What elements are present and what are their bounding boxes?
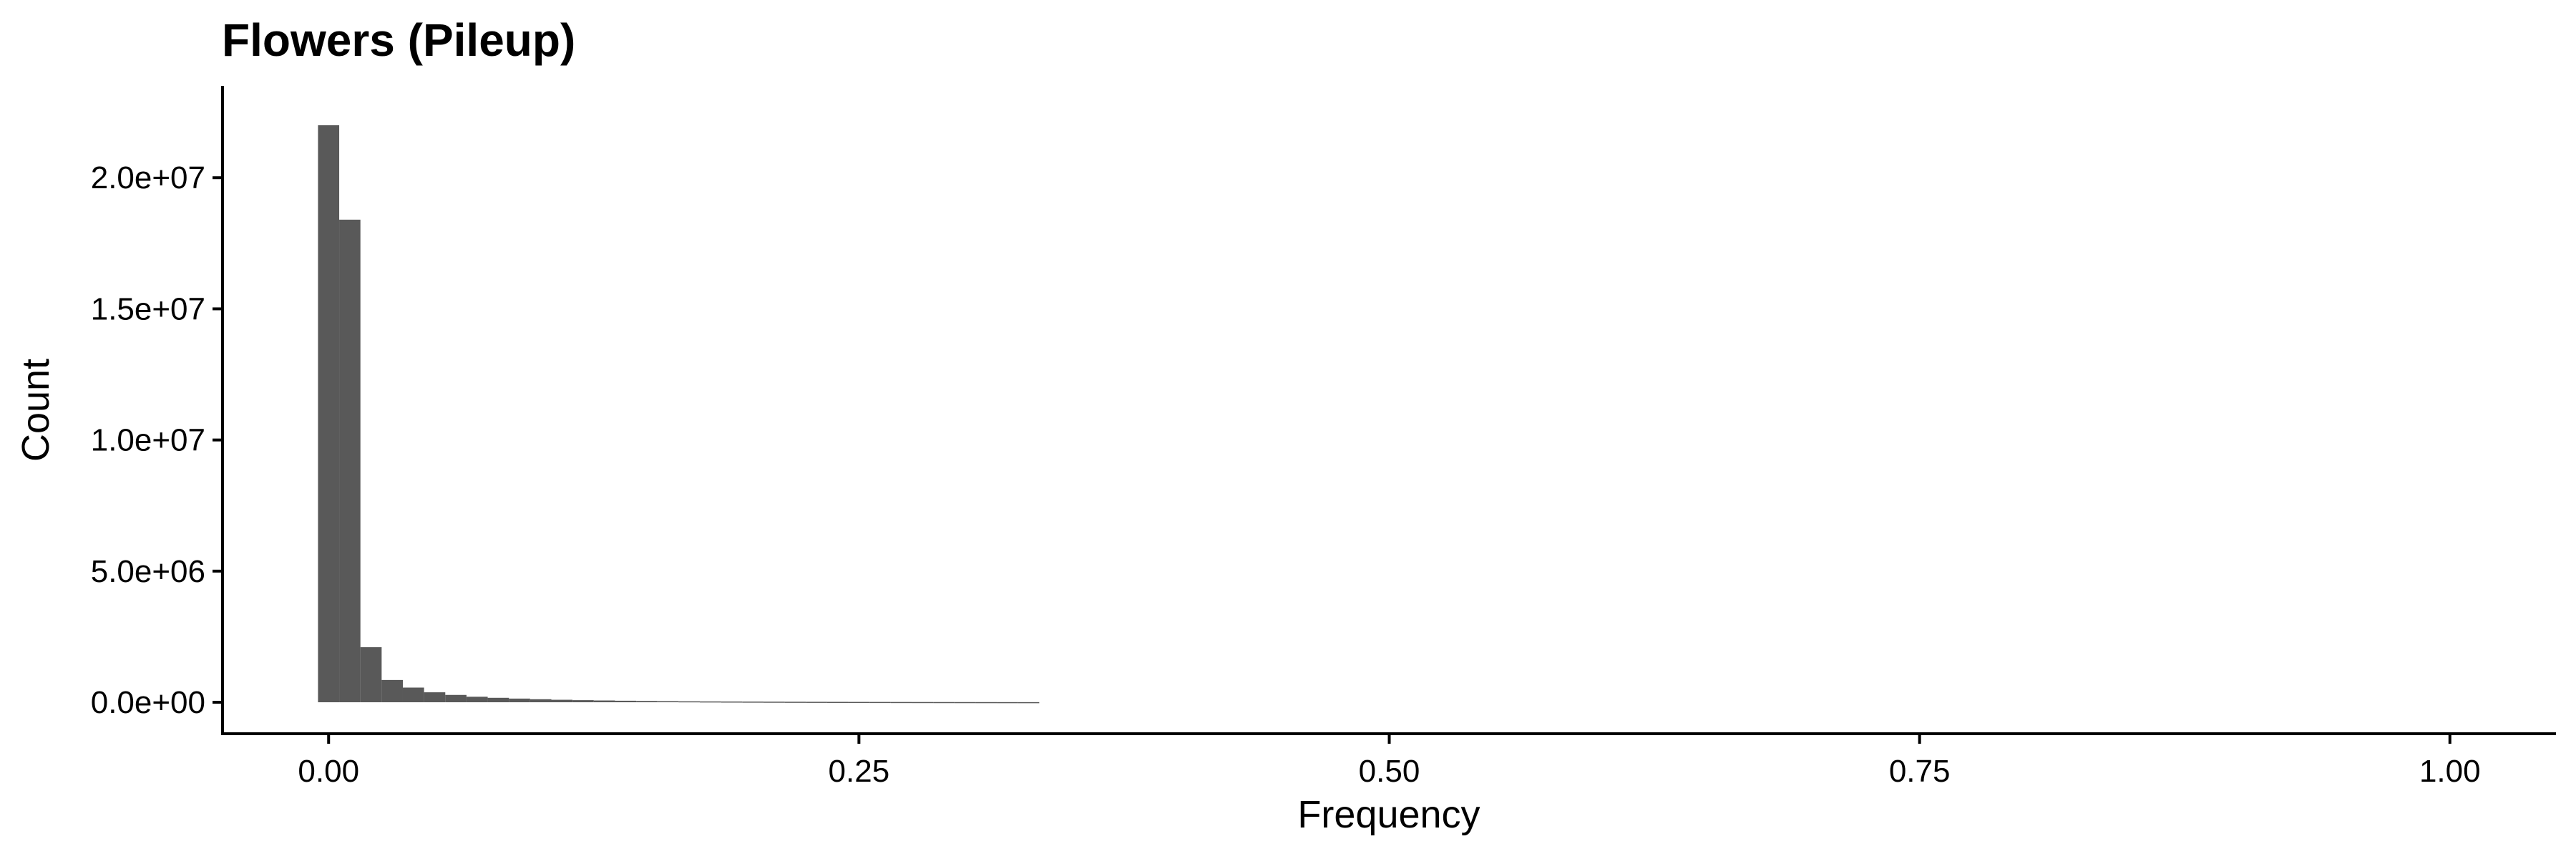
x-axis-ticks: 0.00 0.25 0.50 0.75 1.00 — [298, 734, 2481, 789]
y-tick-label: 1.5e+07 — [91, 291, 205, 326]
x-tick-label: 0.50 — [1359, 754, 1420, 789]
histogram-bar — [721, 702, 743, 703]
histogram-bar — [339, 219, 361, 703]
histogram-bar — [381, 679, 403, 703]
histogram-bar — [869, 702, 891, 704]
y-tick-label: 0.0e+00 — [91, 685, 205, 720]
histogram-bar — [826, 702, 849, 703]
histogram-bar — [763, 702, 785, 703]
y-tick-label: 5.0e+06 — [91, 554, 205, 589]
x-tick-label: 1.00 — [2419, 754, 2481, 789]
chart-title: Flowers (Pileup) — [222, 14, 575, 66]
histogram-bar — [806, 702, 827, 703]
histogram-bar — [551, 699, 573, 703]
y-axis-ticks: 0.0e+00 5.0e+06 1.0e+07 1.5e+07 2.0e+07 — [91, 160, 223, 720]
y-tick-label: 1.0e+07 — [91, 423, 205, 458]
histogram-bar — [509, 698, 530, 703]
histogram-bar — [402, 687, 424, 703]
histogram-bar — [890, 702, 912, 704]
y-axis-title: Count — [14, 359, 57, 462]
histogram-bar — [572, 700, 594, 703]
histogram-bar — [615, 700, 637, 703]
histogram-bar — [997, 702, 1018, 704]
histogram-bar — [487, 697, 509, 703]
histogram-bar — [933, 702, 955, 704]
histogram-bar — [742, 702, 763, 703]
bars-group — [318, 125, 1040, 704]
x-tick-label: 0.75 — [1889, 754, 1951, 789]
histogram-bar — [975, 702, 997, 704]
histogram-bar — [657, 701, 679, 703]
histogram-bar — [954, 702, 976, 704]
x-axis-title: Frequency — [1297, 793, 1480, 836]
x-tick-label: 0.25 — [829, 754, 890, 789]
histogram-bar — [360, 647, 382, 703]
histogram-bar — [678, 701, 701, 703]
histogram-bar — [530, 699, 552, 703]
histogram-bar — [848, 702, 870, 704]
histogram-bar — [466, 697, 488, 703]
y-tick-label: 2.0e+07 — [91, 160, 205, 195]
histogram-bar — [784, 702, 806, 703]
x-tick-label: 0.00 — [298, 754, 359, 789]
histogram-bar — [424, 692, 446, 703]
histogram-bar — [700, 701, 721, 703]
histogram-bar — [912, 702, 934, 704]
histogram-bar — [318, 125, 340, 703]
histogram-bar — [636, 701, 658, 703]
histogram-bar — [445, 694, 467, 703]
histogram-bar — [593, 700, 615, 703]
histogram-bar — [1018, 702, 1040, 704]
